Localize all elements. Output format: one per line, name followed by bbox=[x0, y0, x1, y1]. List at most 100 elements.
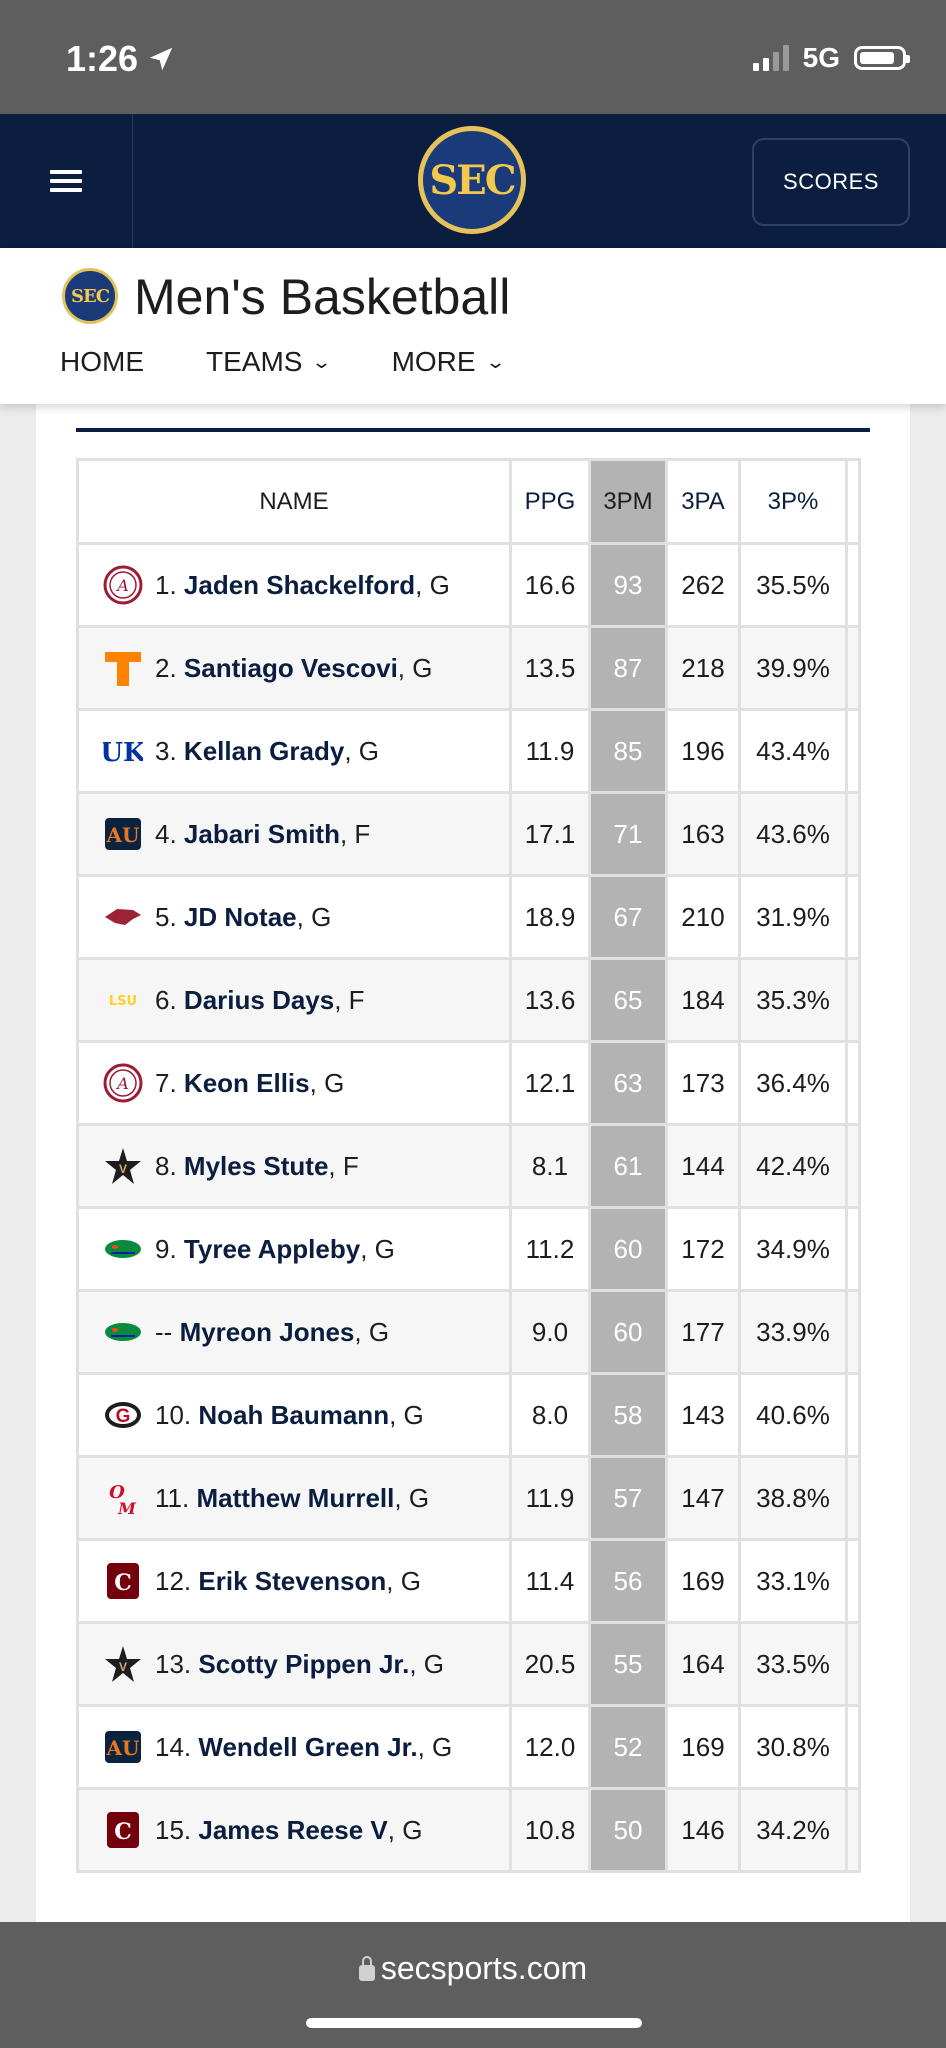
table-row: G 10. Noah Baumann, G 8.0 58 143 40.6% bbox=[76, 1372, 861, 1458]
southcarolina-logo-icon[interactable]: C bbox=[103, 1810, 143, 1850]
auburn-logo-icon[interactable]: AU bbox=[103, 1727, 143, 1767]
svg-text:O: O bbox=[109, 1482, 125, 1503]
player-cell: C 15. James Reese V, G bbox=[76, 1787, 512, 1873]
player-cell: LSU 6. Darius Days, F bbox=[76, 957, 512, 1043]
header-name[interactable]: NAME bbox=[76, 458, 512, 545]
svg-text:UK: UK bbox=[103, 738, 143, 768]
southcarolina-logo-icon[interactable]: C bbox=[103, 1561, 143, 1601]
georgia-logo-icon[interactable]: G bbox=[103, 1395, 143, 1435]
tp-pct-cell: 43.6% bbox=[738, 791, 848, 877]
location-arrow-icon bbox=[149, 47, 173, 71]
svg-text:G: G bbox=[116, 1406, 131, 1427]
edge-cell bbox=[845, 542, 861, 628]
player-rank: 12. bbox=[155, 1565, 192, 1596]
player-cell: 9. Tyree Appleby, G bbox=[76, 1206, 512, 1292]
tp-pct-cell: 34.9% bbox=[738, 1206, 848, 1292]
header-ppg[interactable]: PPG bbox=[509, 458, 591, 545]
vanderbilt-logo-icon[interactable]: V bbox=[103, 1146, 143, 1186]
tp-pct-cell: 30.8% bbox=[738, 1704, 848, 1790]
player-name-link[interactable]: Tyree Appleby bbox=[183, 1233, 361, 1264]
player-rank: -- bbox=[155, 1316, 173, 1347]
vanderbilt-logo-icon[interactable]: V bbox=[103, 1644, 143, 1684]
player-name-link[interactable]: Noah Baumann bbox=[198, 1399, 390, 1430]
arkansas-logo-icon[interactable] bbox=[103, 897, 143, 937]
nav-teams[interactable]: TEAMS ⌄ bbox=[206, 346, 333, 377]
ppg-cell: 18.9 bbox=[509, 874, 591, 960]
table-row: 2. Santiago Vescovi, G 13.5 87 218 39.9% bbox=[76, 625, 861, 711]
tpa-cell: 146 bbox=[665, 1787, 741, 1873]
player-name-link[interactable]: Santiago Vescovi bbox=[183, 652, 398, 683]
edge-cell bbox=[845, 1538, 861, 1624]
url-bar[interactable]: secsports.com bbox=[0, 1950, 946, 1987]
player-name-link[interactable]: Darius Days bbox=[183, 984, 335, 1015]
ppg-cell: 17.1 bbox=[509, 791, 591, 877]
site-header: SEC SCORES bbox=[0, 114, 946, 248]
sec-logo[interactable]: SEC bbox=[418, 126, 526, 234]
tp-pct-cell: 43.4% bbox=[738, 708, 848, 794]
tennessee-logo-icon[interactable] bbox=[103, 648, 143, 688]
player-name-link[interactable]: Jabari Smith bbox=[183, 818, 340, 849]
player-cell: 2. Santiago Vescovi, G bbox=[76, 625, 512, 711]
stats-card: NAME PPG 3PM 3PA 3P% A 1. Jaden Shackelfo… bbox=[36, 404, 910, 1924]
player-name-link[interactable]: James Reese V bbox=[198, 1814, 388, 1845]
player-name-link[interactable]: Kellan Grady bbox=[183, 735, 345, 766]
tp-pct-cell: 38.8% bbox=[738, 1455, 848, 1541]
player-position: , G bbox=[387, 1814, 423, 1845]
player-name-link[interactable]: Scotty Pippen Jr. bbox=[198, 1648, 410, 1679]
tpa-cell: 164 bbox=[665, 1621, 741, 1707]
table-row: AU 4. Jabari Smith, F 17.1 71 163 43.6% bbox=[76, 791, 861, 877]
ppg-cell: 8.1 bbox=[509, 1123, 591, 1209]
player-name-link[interactable]: Keon Ellis bbox=[183, 1067, 310, 1098]
tpa-cell: 210 bbox=[665, 874, 741, 960]
player-name-link[interactable]: Myreon Jones bbox=[179, 1316, 355, 1347]
nav-home[interactable]: HOME bbox=[60, 346, 144, 377]
svg-text:AU: AU bbox=[106, 1736, 140, 1760]
lsu-logo-icon[interactable]: LSU bbox=[103, 980, 143, 1020]
florida-logo-icon[interactable] bbox=[103, 1312, 143, 1352]
ppg-cell: 11.9 bbox=[509, 708, 591, 794]
player-name-link[interactable]: Matthew Murrell bbox=[196, 1482, 395, 1513]
header-3p-pct[interactable]: 3P% bbox=[738, 458, 848, 545]
player-name-link[interactable]: JD Notae bbox=[183, 901, 297, 932]
home-indicator[interactable] bbox=[306, 2018, 642, 2028]
player-name-link[interactable]: Erik Stevenson bbox=[198, 1565, 387, 1596]
scores-button[interactable]: SCORES bbox=[752, 138, 910, 226]
player-name-link[interactable]: Wendell Green Jr. bbox=[198, 1731, 418, 1762]
svg-text:C: C bbox=[114, 1570, 132, 1596]
menu-button[interactable] bbox=[0, 114, 133, 248]
tpm-cell: 63 bbox=[588, 1040, 668, 1126]
edge-cell bbox=[845, 1455, 861, 1541]
clock: 1:26 bbox=[66, 38, 139, 79]
tp-pct-cell: 33.1% bbox=[738, 1538, 848, 1624]
header-3pm[interactable]: 3PM bbox=[588, 458, 668, 545]
player-name-link[interactable]: Myles Stute bbox=[183, 1150, 329, 1181]
ppg-cell: 12.0 bbox=[509, 1704, 591, 1790]
tp-pct-cell: 34.2% bbox=[738, 1787, 848, 1873]
tpm-cell: 56 bbox=[588, 1538, 668, 1624]
player-position: , G bbox=[344, 735, 379, 766]
auburn-logo-icon[interactable]: AU bbox=[103, 814, 143, 854]
tpa-cell: 173 bbox=[665, 1040, 741, 1126]
lock-icon bbox=[358, 1955, 375, 1981]
tp-pct-cell: 40.6% bbox=[738, 1372, 848, 1458]
table-row: V 13. Scotty Pippen Jr., G 20.5 55 164 33.5% bbox=[76, 1621, 861, 1707]
florida-logo-icon[interactable] bbox=[103, 1229, 143, 1269]
player-rank: 9. bbox=[155, 1233, 177, 1264]
header-3pa[interactable]: 3PA bbox=[665, 458, 741, 545]
player-position: , G bbox=[360, 1233, 395, 1264]
player-cell: -- Myreon Jones, G bbox=[76, 1289, 512, 1375]
network-label: 5G bbox=[802, 42, 840, 73]
player-name-link[interactable]: Jaden Shackelford bbox=[183, 569, 416, 600]
tpa-cell: 184 bbox=[665, 957, 741, 1043]
chevron-down-icon: ⌄ bbox=[484, 351, 506, 372]
kentucky-logo-icon[interactable]: UK bbox=[103, 731, 143, 771]
tpm-cell: 87 bbox=[588, 625, 668, 711]
table-row: A 1. Jaden Shackelford, G 16.6 93 262 35.5% bbox=[76, 542, 861, 628]
alabama-logo-icon[interactable]: A bbox=[103, 1063, 143, 1103]
player-cell: A 1. Jaden Shackelford, G bbox=[76, 542, 512, 628]
svg-text:V: V bbox=[119, 1660, 127, 1674]
edge-cell bbox=[845, 1621, 861, 1707]
nav-more[interactable]: MORE ⌄ bbox=[391, 346, 506, 377]
alabama-logo-icon[interactable]: A bbox=[103, 565, 143, 605]
